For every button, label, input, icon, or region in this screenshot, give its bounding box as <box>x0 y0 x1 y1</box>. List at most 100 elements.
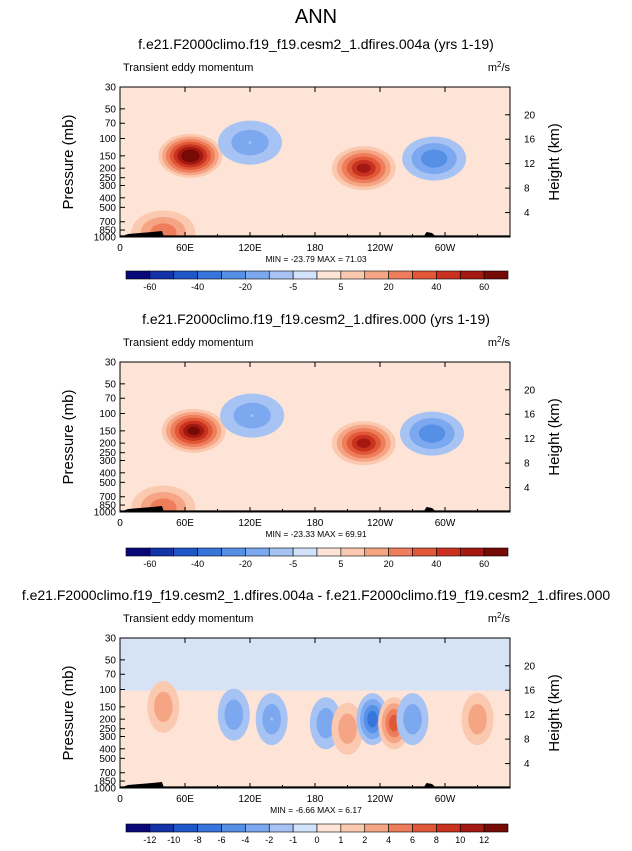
y-tick-label: 400 <box>99 193 116 204</box>
x-tick-label: 60E <box>176 518 194 529</box>
panel-subtitle: Transient eddy momentum <box>123 613 253 625</box>
colorbar-swatch <box>483 823 509 833</box>
y-tick-label: 500 <box>99 478 116 489</box>
feature-peak <box>392 721 396 725</box>
colorbar-swatch <box>197 270 222 280</box>
feature-peak <box>161 705 165 709</box>
colorbar-label: 40 <box>431 282 441 292</box>
units-denominator: /s <box>501 613 510 625</box>
y-tick-label: 700 <box>99 217 116 228</box>
colorbar-swatch <box>316 547 342 557</box>
x-tick-label: 120E <box>238 794 262 805</box>
y-tick-label: 30 <box>105 83 117 94</box>
y-axis-label: Pressure (mb) <box>60 114 77 209</box>
colorbar-swatch <box>364 270 389 280</box>
y-tick-label: 700 <box>99 492 116 503</box>
y-right-axis-label: Height (km) <box>546 674 563 752</box>
y-right-axis-label: Height (km) <box>546 398 563 476</box>
min-max-stats: MIN = -23.33 MAX = 69.91 <box>265 529 366 539</box>
colorbar-swatch <box>364 823 389 833</box>
x-tick-label: 120E <box>238 243 262 254</box>
colorbar-label: 2 <box>362 835 367 845</box>
y-tick-label: 1000 <box>94 784 117 795</box>
chart-panel: f.e21.F2000climo.f19_f19.cesm2_1.dfires.… <box>60 36 563 292</box>
contour-field <box>120 638 510 755</box>
colorbar-swatch <box>221 270 246 280</box>
units-base: m <box>488 613 497 625</box>
x-tick-label: 60E <box>176 243 194 254</box>
x-tick-label: 60W <box>435 794 456 805</box>
x-tick-label: 180 <box>307 794 324 805</box>
y-tick-label: 70 <box>105 670 117 681</box>
y-right-tick-label: 4 <box>524 208 530 219</box>
colorbar-swatch <box>268 547 294 557</box>
colorbar-label: -5 <box>289 282 297 292</box>
colorbar-swatch <box>483 270 509 280</box>
colorbar-label: -4 <box>241 835 249 845</box>
units-exponent: 2 <box>497 60 502 69</box>
y-axis-label: Pressure (mb) <box>60 389 77 484</box>
feature-peak <box>346 727 349 731</box>
colorbar-swatch <box>292 547 318 557</box>
panel-subtitle: Transient eddy momentum <box>123 337 253 349</box>
x-tick-label: 60W <box>435 243 456 254</box>
feature-peak <box>248 141 252 145</box>
colorbar-label: 8 <box>434 835 439 845</box>
y-tick-label: 850 <box>99 226 116 237</box>
y-tick-label: 1000 <box>94 233 117 244</box>
x-tick-label: 60W <box>435 518 456 529</box>
colorbar-label: -20 <box>239 282 252 292</box>
y-right-tick-label: 12 <box>524 710 536 721</box>
colorbar-swatch <box>459 270 485 280</box>
colorbar-label: -60 <box>143 559 156 569</box>
colorbar-swatch <box>340 823 366 833</box>
colorbar-swatch <box>412 823 437 833</box>
units-exponent: 2 <box>497 611 502 620</box>
colorbar-swatch <box>125 823 151 833</box>
colorbar-swatch <box>388 270 413 280</box>
x-tick-label: 180 <box>307 243 324 254</box>
colorbar: -60 -40 -20 -5 5 20 40 60 <box>125 270 509 292</box>
chart-panel: f.e21.F2000climo.f19_f19.cesm2_1.dfires.… <box>60 311 563 569</box>
colorbar-swatch <box>436 547 461 557</box>
y-tick-label: 30 <box>105 358 117 369</box>
y-tick-label: 500 <box>99 203 116 214</box>
panel-units: m2/s <box>488 60 511 74</box>
y-tick-label: 500 <box>99 754 116 765</box>
colorbar-label: -6 <box>217 835 225 845</box>
units-denominator: /s <box>501 337 510 349</box>
colorbar-label: 6 <box>410 835 415 845</box>
contour-field <box>131 120 467 237</box>
colorbar-label: 10 <box>455 835 465 845</box>
colorbar-label: 60 <box>479 282 489 292</box>
x-tick-label: 0 <box>117 243 123 254</box>
y-tick-label: 150 <box>99 151 116 162</box>
y-tick-label: 250 <box>99 724 116 735</box>
colorbar-swatch <box>221 823 246 833</box>
y-tick-label: 30 <box>105 634 117 645</box>
feature-peak <box>270 717 274 721</box>
colorbar: -60 -40 -20 -5 5 20 40 60 <box>125 547 509 569</box>
colorbar-swatch <box>388 823 413 833</box>
colorbar: -12 -10 -8 -6 -4 -2 -1 0 1 2 4 6 8 10 12 <box>125 823 509 845</box>
colorbar-swatch <box>173 823 198 833</box>
y-tick-label: 250 <box>99 448 116 459</box>
y-right-tick-label: 12 <box>524 159 536 170</box>
colorbar-swatch <box>483 547 509 557</box>
x-tick-label: 0 <box>117 518 123 529</box>
colorbar-swatch <box>436 823 461 833</box>
feature-peak <box>362 166 366 170</box>
y-tick-label: 400 <box>99 468 116 479</box>
x-tick-label: 120E <box>238 518 262 529</box>
colorbar-label: -40 <box>191 282 204 292</box>
colorbar-swatch <box>459 823 485 833</box>
units-exponent: 2 <box>497 335 502 344</box>
y-tick-label: 70 <box>105 119 117 130</box>
units-denominator: /s <box>501 62 510 74</box>
y-tick-label: 150 <box>99 426 116 437</box>
figure-title: ANN <box>295 6 337 28</box>
colorbar-swatch <box>292 270 318 280</box>
colorbar-label: -40 <box>191 559 204 569</box>
y-tick-label: 70 <box>105 394 117 405</box>
